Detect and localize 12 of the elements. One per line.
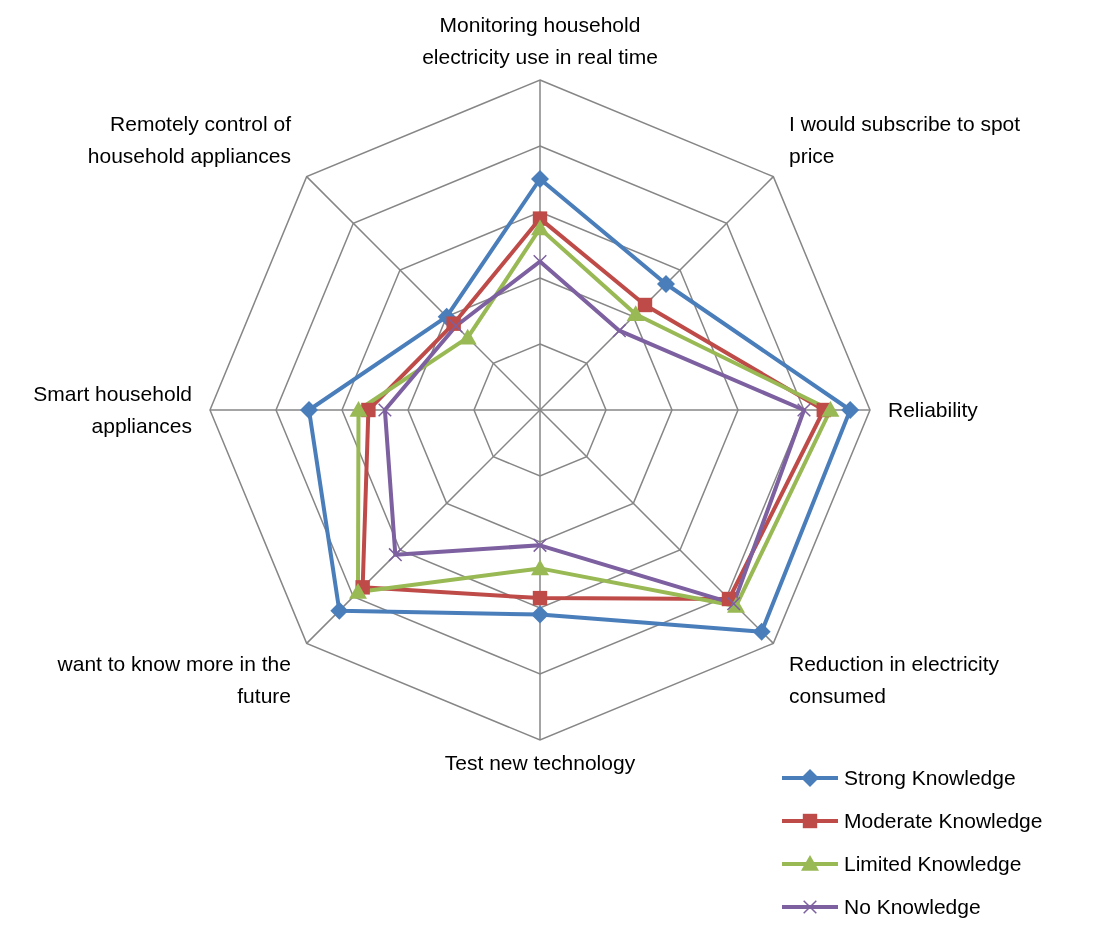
spoke-label: want to know more in the future [56, 652, 291, 707]
legend-label: Limited Knowledge [844, 851, 1022, 876]
legend-label: No Knowledge [844, 894, 981, 919]
spoke-label: Smart household appliances [33, 382, 192, 437]
spoke-label: Reduction in electricity consumed [789, 652, 1000, 707]
spoke-label: Monitoring household electricity use in real time [422, 13, 658, 68]
spoke-label: Reliability [888, 398, 979, 421]
spoke-label: I would subscribe to spot price [789, 112, 1021, 167]
spoke-label: Test new technology [444, 751, 636, 774]
legend-label: Moderate Knowledge [844, 808, 1043, 833]
legend-label: Strong Knowledge [844, 765, 1016, 790]
spoke-label: Remotely control of household appliances [87, 112, 292, 167]
